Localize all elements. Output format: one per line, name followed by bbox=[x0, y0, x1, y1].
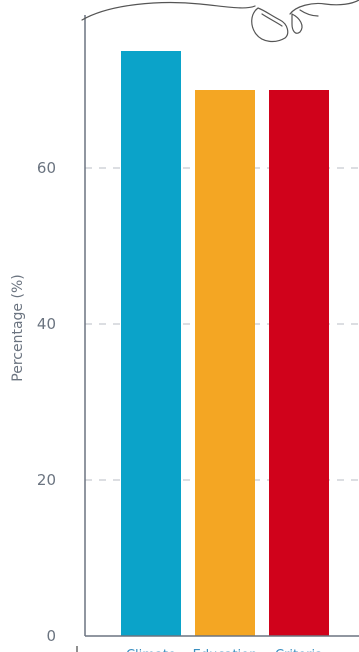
y-axis-label: Percentage (%) bbox=[10, 274, 26, 381]
y-tick-label: 20 bbox=[37, 471, 56, 489]
x-category-label: Criteria bbox=[275, 648, 323, 652]
x-category-label: Climate bbox=[126, 648, 176, 652]
bar-climate[interactable] bbox=[121, 51, 181, 636]
y-tick-label: 0 bbox=[46, 627, 56, 645]
y-tick-label: 40 bbox=[37, 315, 56, 333]
bar-criteria[interactable] bbox=[269, 90, 329, 636]
bar-education[interactable] bbox=[195, 90, 255, 636]
x-category-label: Education bbox=[193, 648, 258, 652]
bars bbox=[121, 51, 329, 636]
y-tick-labels: 0 20 40 60 bbox=[37, 159, 56, 645]
shoes-doodle-icon bbox=[81, 0, 359, 43]
x-category-labels: Climate Education Criteria bbox=[126, 648, 323, 652]
y-tick-label: 60 bbox=[37, 159, 56, 177]
